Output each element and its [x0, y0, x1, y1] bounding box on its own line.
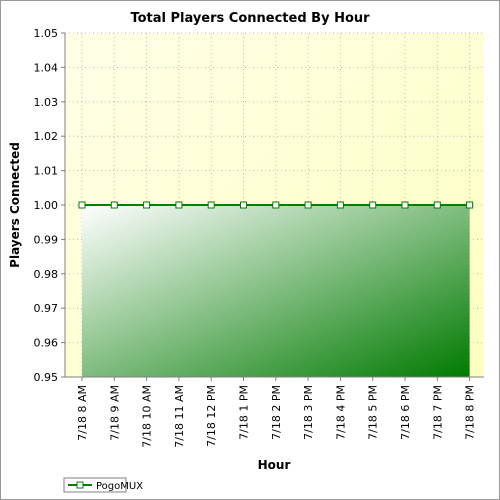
y-tick-label: 0.96	[34, 337, 59, 350]
data-point	[272, 201, 280, 209]
series-markers	[78, 201, 474, 209]
data-point	[401, 201, 409, 209]
x-tick-label: 7/18 2 PM	[270, 385, 283, 440]
x-tick-label: 7/18 9 AM	[108, 385, 121, 441]
data-point	[143, 201, 151, 209]
data-point	[433, 201, 441, 209]
data-point	[369, 201, 377, 209]
data-point	[110, 201, 118, 209]
y-tick-label: 1.02	[34, 130, 59, 143]
x-tick-label: 7/18 10 AM	[141, 385, 154, 448]
y-axis-ticks: 0.95 0.96 0.97 0.98 0.99 1.00 1.01 1.02 1.03 1.04…	[34, 27, 65, 384]
x-tick-label: 7/18 5 PM	[367, 385, 380, 440]
legend-label-pogomux: PogoMUX	[96, 481, 143, 492]
data-point	[240, 201, 247, 209]
x-tick-label: 7/18 12 PM	[205, 385, 218, 447]
x-axis-ticks: 7/18 8 AM 7/18 9 AM 7/18 10 AM 7/18 11 AM 7/…	[76, 377, 477, 448]
y-tick-label: 1.01	[34, 165, 59, 178]
y-tick-label: 1.03	[34, 96, 59, 109]
x-axis-title: Hour	[258, 458, 291, 472]
y-tick-label: 0.97	[34, 302, 59, 315]
x-tick-label: 7/18 11 AM	[173, 385, 186, 448]
y-tick-label: 0.98	[34, 268, 59, 281]
legend: PogoMUX	[63, 477, 143, 493]
data-point	[336, 201, 344, 209]
y-axis-title: Players Connected	[8, 142, 22, 268]
data-point	[78, 201, 86, 209]
data-point	[466, 201, 474, 209]
x-tick-label: 7/18 4 PM	[334, 385, 347, 440]
x-tick-label: 7/18 1 PM	[238, 385, 251, 440]
legend-marker-pogomux	[76, 481, 84, 489]
data-point	[175, 201, 183, 209]
x-tick-label: 7/18 7 PM	[431, 385, 444, 440]
x-tick-label: 7/18 6 PM	[399, 385, 412, 440]
data-point	[304, 201, 312, 209]
x-tick-label: 7/18 8 PM	[464, 385, 477, 440]
y-tick-label: 0.99	[34, 233, 59, 246]
y-tick-label: 1.00	[34, 199, 59, 212]
y-tick-label: 1.04	[34, 61, 59, 74]
data-point	[207, 201, 215, 209]
x-tick-label: 7/18 8 AM	[76, 385, 89, 441]
y-tick-label: 1.05	[34, 27, 59, 40]
chart-title: Total Players Connected By Hour	[130, 11, 370, 26]
x-tick-label: 7/18 3 PM	[302, 385, 315, 440]
series-area-pogomux	[82, 205, 470, 377]
y-tick-label: 0.95	[34, 371, 59, 384]
